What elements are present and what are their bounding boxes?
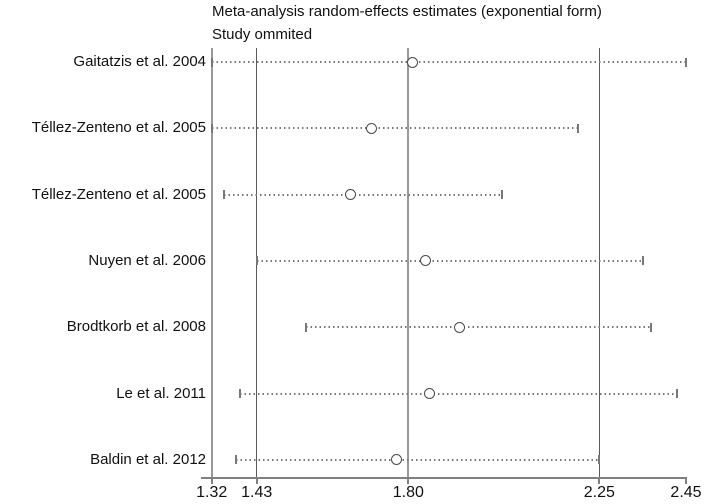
ci-whisker — [256, 259, 643, 262]
study-label: Brodtkorb et al. 2008 — [66, 318, 206, 336]
estimate-marker — [407, 56, 419, 68]
ci-lower-cap — [222, 190, 225, 200]
study-label: Téllez-Zenteno et al. 2005 — [31, 185, 206, 203]
x-axis-line — [201, 477, 686, 479]
ci-upper-cap — [685, 57, 687, 67]
ci-lower-cap — [255, 256, 258, 266]
ci-whisker — [236, 458, 600, 461]
ci-lower-cap — [210, 57, 213, 67]
ci-whisker — [240, 392, 678, 395]
ci-whisker — [211, 127, 579, 130]
study-label: Nuyen et al. 2006 — [88, 251, 206, 269]
x-axis-tick-label: 1.43 — [241, 484, 273, 501]
ci-lower-cap — [239, 389, 242, 398]
estimate-marker — [390, 454, 402, 466]
chart-subtitle: Study ommited — [212, 26, 313, 43]
estimate-marker — [419, 255, 431, 267]
study-label: Gaitatzis et al. 2004 — [73, 53, 206, 70]
x-axis-tick — [255, 477, 258, 484]
ci-upper-cap — [676, 389, 679, 398]
ci-upper-cap — [577, 123, 580, 133]
reference-line — [598, 48, 600, 477]
x-axis-tick — [598, 477, 601, 484]
reference-line — [407, 48, 410, 477]
ci-upper-cap — [598, 455, 601, 465]
reference-line — [210, 48, 213, 477]
x-axis-tick-label: 2.45 — [670, 484, 702, 501]
estimate-marker — [365, 122, 377, 134]
ci-upper-cap — [650, 322, 653, 332]
x-axis-tick — [210, 477, 213, 484]
x-axis-tick-label: 1.80 — [392, 484, 424, 501]
chart-title: Meta-analysis random-effects estimates (… — [212, 3, 602, 20]
ci-whisker — [223, 193, 502, 196]
study-label: Le et al. 2011 — [116, 384, 206, 402]
study-label: Téllez-Zenteno et al. 2005 — [31, 119, 206, 137]
ci-lower-cap — [304, 322, 307, 332]
ci-whisker — [211, 61, 686, 63]
x-axis-tick — [407, 477, 410, 484]
estimate-marker — [424, 388, 436, 399]
estimate-marker — [345, 189, 357, 201]
ci-lower-cap — [235, 455, 238, 465]
study-label: Baldin et al. 2012 — [90, 450, 206, 468]
estimate-marker — [453, 321, 465, 333]
ci-upper-cap — [500, 190, 503, 200]
ci-whisker — [305, 326, 652, 329]
x-axis-tick-label: 1.32 — [196, 484, 228, 501]
ci-upper-cap — [641, 256, 644, 266]
ci-lower-cap — [210, 123, 213, 133]
x-axis-tick-label: 2.25 — [583, 484, 615, 501]
x-axis-tick — [685, 477, 687, 484]
